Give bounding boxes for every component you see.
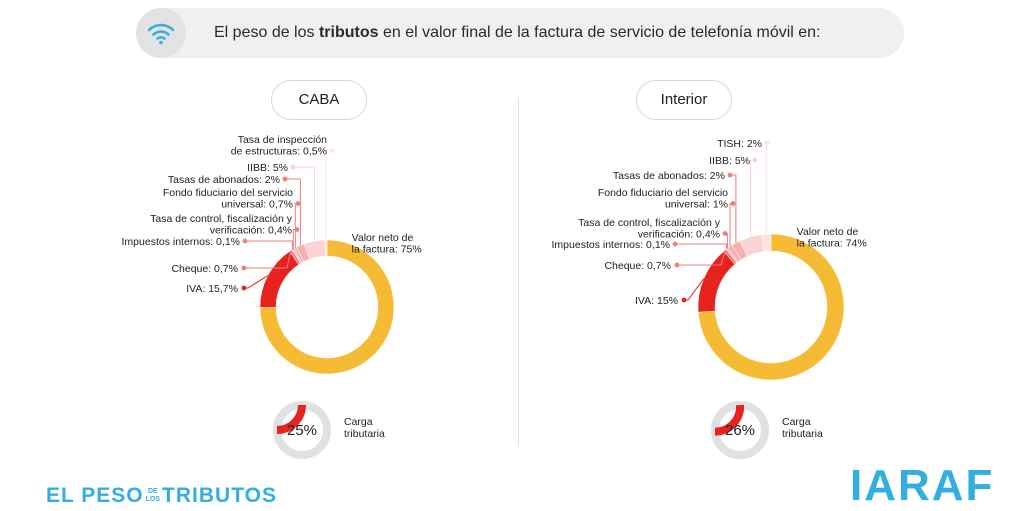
- leader-dot-iva: [681, 297, 687, 303]
- kpi-caption-line: tributaria: [782, 428, 823, 440]
- label-last-line: Tasa de inspección: [238, 134, 327, 146]
- label-last: Tasa de inspección de estructuras: 0,5%: [231, 134, 327, 158]
- label-net-line: Valor neto de: [352, 232, 414, 244]
- donut-slice-net: [259, 239, 395, 375]
- label-net-line: la factura: 75%: [352, 244, 422, 256]
- label-abonados-line: Tasas de abonados: 2%: [613, 170, 725, 182]
- label-cheque: Cheque: 0,7%: [604, 260, 671, 272]
- leader-line-internos: [245, 240, 293, 250]
- leader-line-last: [765, 142, 767, 235]
- header-bar: [136, 8, 904, 58]
- tab-caba: CABA: [271, 80, 367, 120]
- leader-dot-control: [722, 231, 728, 236]
- label-fondo-line: universal: 1%: [665, 199, 728, 211]
- label-last-line: TISH: 2%: [717, 138, 762, 150]
- label-net: Valor neto de la factura: 75%: [352, 232, 422, 256]
- label-fondo-line: Fondo fiduciario del servicio: [598, 187, 728, 199]
- donut-slice-iva: [259, 250, 299, 308]
- label-abonados-line: Tasas de abonados: 2%: [168, 174, 280, 186]
- label-control-line: Tasa de control, fiscalización y: [578, 217, 721, 229]
- kpi-value: 26%: [725, 422, 755, 439]
- label-control-line: verificación: 0,4%: [638, 229, 720, 241]
- page-title: El peso de los tributos en el valor fina…: [214, 24, 821, 41]
- label-iibb: IIBB: 5%: [247, 162, 288, 174]
- label-control: Tasa de control, fiscalización y verifica…: [150, 213, 293, 237]
- label-iva-line: IVA: 15,7%: [186, 283, 238, 295]
- label-net-line: Valor neto de: [797, 226, 859, 238]
- brand-el-peso-de-los-tributos: EL PESO DE LOSTRIBUTOS: [46, 484, 277, 507]
- iaraf-logo: IARAF: [850, 461, 1000, 511]
- label-cheque-line: Cheque: 0,7%: [171, 263, 238, 275]
- leader-dot-cheque: [241, 265, 247, 271]
- leader-dot-net: [342, 242, 348, 248]
- label-last: TISH: 2%: [717, 138, 762, 150]
- label-control-line: verificación: 0,4%: [210, 225, 292, 237]
- leader-dot-internos: [242, 238, 248, 244]
- leader-dot-fondo: [730, 201, 736, 206]
- kpi-caption-line: Carga: [344, 416, 373, 428]
- label-abonados: Tasas de abonados: 2%: [168, 174, 280, 186]
- label-internos-line: Impuestos internos: 0,1%: [552, 239, 670, 251]
- donut-slice-net: [697, 233, 845, 381]
- label-control-line: Tasa de control, fiscalización y: [150, 213, 293, 225]
- kpi-caption-line: tributaria: [344, 428, 385, 440]
- label-cheque: Cheque: 0,7%: [171, 263, 238, 275]
- tab-interior: Interior: [636, 80, 732, 120]
- label-fondo: Fondo fiduciario del servicio universal: …: [598, 187, 728, 211]
- leader-line-iibb: [750, 159, 755, 237]
- leader-line-cheque: [677, 250, 726, 266]
- leader-line-fondo: [294, 203, 298, 248]
- leader-dot-iva: [241, 285, 247, 291]
- leader-dot-abonados: [727, 172, 733, 178]
- label-abonados: Tasas de abonados: 2%: [613, 170, 725, 182]
- label-control: Tasa de control, fiscalización y verifica…: [578, 217, 721, 241]
- leader-line-abonados: [285, 178, 301, 246]
- label-iva: IVA: 15%: [635, 295, 678, 307]
- label-iibb: IIBB: 5%: [709, 155, 750, 167]
- label-last-line: de estructuras: 0,5%: [231, 146, 327, 158]
- label-cheque-line: Cheque: 0,7%: [604, 260, 671, 272]
- leader-dot-last: [764, 140, 770, 146]
- kpi-caption-line: Carga: [782, 416, 811, 428]
- leader-dot-iibb: [752, 157, 758, 163]
- label-net-line: la factura: 74%: [797, 238, 867, 250]
- label-fondo: Fondo fiduciario del servicio universal: …: [163, 187, 293, 211]
- header-icon-badge: [136, 8, 186, 58]
- label-iibb-line: IIBB: 5%: [247, 162, 288, 174]
- label-internos: Impuestos internos: 0,1%: [122, 236, 240, 248]
- leader-line-last: [325, 150, 332, 241]
- leader-line-fondo: [729, 203, 733, 247]
- kpi-caption: Carga tributaria: [782, 416, 823, 440]
- svg-text:IARAF: IARAF: [850, 462, 994, 506]
- leader-line-cheque: [244, 250, 292, 269]
- leader-dot-abonados: [282, 176, 288, 182]
- leader-line-iibb: [293, 166, 315, 242]
- leader-dot-cheque: [674, 262, 680, 268]
- leader-dot-last: [329, 148, 335, 153]
- label-fondo-line: universal: 0,7%: [221, 199, 293, 211]
- kpi-caption: Carga tributaria: [344, 416, 385, 440]
- leader-dot-net: [787, 236, 793, 242]
- donut-slice-last: [761, 233, 772, 252]
- leader-dot-internos: [672, 241, 678, 247]
- label-net: Valor neto de la factura: 74%: [797, 226, 867, 250]
- donut-slice-last: [324, 239, 328, 257]
- leader-line-internos: [675, 243, 728, 250]
- label-internos: Impuestos internos: 0,1%: [552, 239, 670, 251]
- divider: [518, 98, 519, 446]
- label-iva: IVA: 15,7%: [186, 283, 238, 295]
- donut-slice-iva: [697, 250, 736, 313]
- leader-dot-fondo: [295, 201, 301, 206]
- label-internos-line: Impuestos internos: 0,1%: [122, 236, 240, 248]
- kpi-arc: [276, 404, 306, 434]
- kpi-arc: [714, 404, 745, 436]
- leader-line-abonados: [730, 174, 737, 243]
- label-fondo-line: Fondo fiduciario del servicio: [163, 187, 293, 199]
- wifi-icon: [147, 23, 175, 45]
- leader-dot-iibb: [290, 164, 296, 170]
- kpi-value: 25%: [287, 422, 317, 439]
- label-iibb-line: IIBB: 5%: [709, 155, 750, 167]
- label-iva-line: IVA: 15%: [635, 295, 678, 307]
